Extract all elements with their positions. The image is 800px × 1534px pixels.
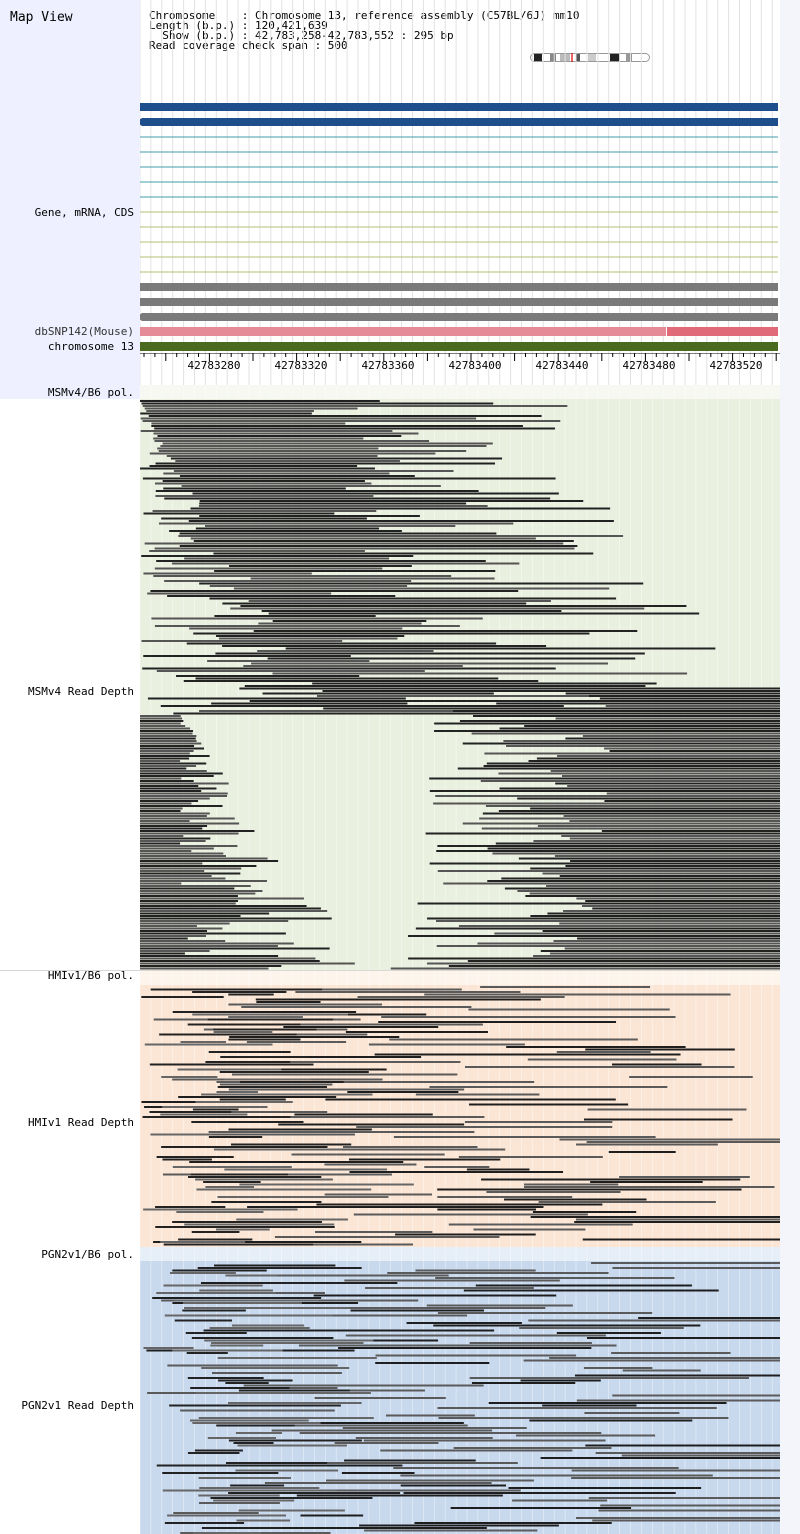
length-line: Length (b.p.) : 120,421,639 <box>149 19 328 32</box>
gene-track[interactable] <box>140 100 778 326</box>
position-ruler: 42783280 42783320 42783360 42783400 4278… <box>140 353 780 383</box>
hmi-polymorphism-label: HMIv1/B6 pol. <box>47 969 134 982</box>
chromosome-info: Chromosome : Chromosome 13, reference as… <box>149 9 580 51</box>
pgn-read-depth-label: PGN2v1 Read Depth <box>21 1399 134 1412</box>
pgn-polymorphism-label: PGN2v1/B6 pol. <box>41 1248 134 1261</box>
chromosome-line: Chromosome : Chromosome 13, reference as… <box>149 9 580 22</box>
dbsnp-track[interactable] <box>140 327 778 337</box>
msm-read-panel[interactable] <box>140 385 800 970</box>
msm-read-alignments <box>140 385 800 970</box>
ruler-tick-label: 42783280 <box>187 359 241 372</box>
ruler-tick-label: 42783520 <box>709 359 763 372</box>
right-scroll-edge <box>780 0 800 1534</box>
chromosome-track-label: chromosome 13 <box>47 340 134 353</box>
hmi-read-panel[interactable] <box>140 971 800 1247</box>
msm-read-depth-label: MSMv4 Read Depth <box>28 685 134 698</box>
gene-track-label: Gene, mRNA, CDS <box>34 206 134 219</box>
ruler-tick-label: 42783480 <box>622 359 676 372</box>
hmi-read-alignments <box>140 971 800 1247</box>
left-label-column <box>0 0 140 399</box>
panel-divider <box>0 970 800 971</box>
pgn-read-panel[interactable] <box>140 1247 800 1534</box>
ruler-tick-label: 42783360 <box>361 359 415 372</box>
chromosome-track[interactable] <box>140 342 778 352</box>
dbsnp-track-label: dbSNP142(Mouse) <box>34 325 134 338</box>
hmi-read-depth-label: HMIv1 Read Depth <box>28 1116 134 1129</box>
ruler-ticks <box>140 353 780 361</box>
ruler-tick-label: 42783440 <box>535 359 589 372</box>
pgn-read-alignments <box>140 1247 800 1534</box>
map-view-title: Map View <box>10 10 73 25</box>
ruler-tick-label: 42783400 <box>448 359 502 372</box>
ruler-tick-label: 42783320 <box>274 359 328 372</box>
msm-polymorphism-label: MSMv4/B6 pol. <box>47 386 134 399</box>
